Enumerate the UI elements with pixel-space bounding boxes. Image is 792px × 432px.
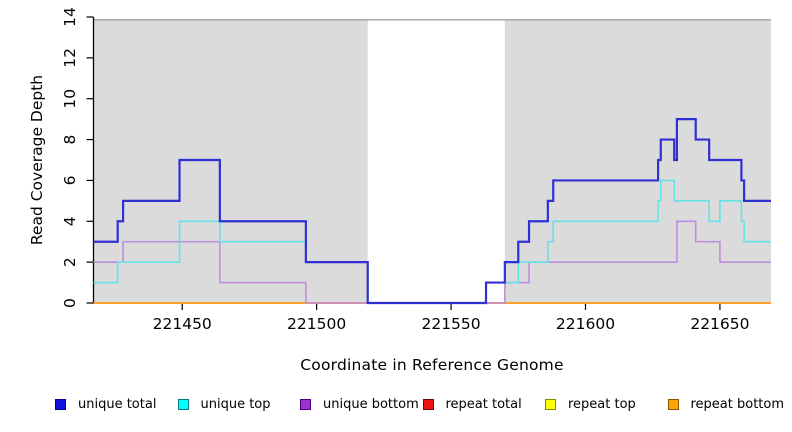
legend-label: unique bottom bbox=[323, 397, 419, 412]
y-tick-label: 12 bbox=[61, 48, 79, 68]
x-axis-title: Coordinate in Reference Genome bbox=[300, 356, 564, 374]
legend-swatch-unique-top bbox=[177, 399, 189, 410]
legend-swatch-repeat-bottom bbox=[667, 399, 679, 410]
legend-label: repeat top bbox=[568, 397, 636, 412]
legend-item-unique-top: unique top bbox=[177, 397, 301, 412]
y-tick-label: 4 bbox=[61, 216, 79, 226]
y-tick-label: 6 bbox=[61, 175, 79, 185]
x-tick-label: 221650 bbox=[690, 315, 749, 333]
y-axis-title: Read Coverage Depth bbox=[28, 74, 46, 246]
legend-label: unique top bbox=[200, 397, 271, 412]
series-unique-total bbox=[93, 118, 771, 305]
legend-item-repeat-top: repeat top bbox=[545, 397, 668, 412]
y-tick-label: 0 bbox=[61, 298, 79, 308]
legend-item-repeat-bottom: repeat bottom bbox=[667, 397, 791, 412]
legend-item-unique-total: unique total bbox=[55, 397, 178, 412]
legend-swatch-repeat-total bbox=[422, 399, 434, 410]
legend-item-unique-bottom: unique bottom bbox=[300, 397, 423, 412]
legend-item-repeat-total: repeat total bbox=[422, 397, 546, 412]
x-tick-label: 221600 bbox=[556, 315, 615, 333]
legend-swatch-unique-total bbox=[55, 399, 66, 410]
y-tick-label: 2 bbox=[61, 257, 79, 267]
y-tick-label: 10 bbox=[61, 89, 79, 109]
x-tick-label: 221450 bbox=[153, 315, 212, 333]
y-tick-label: 8 bbox=[61, 135, 79, 145]
gap-region bbox=[367, 20, 505, 303]
series-unique-top bbox=[93, 179, 771, 304]
y-tick-label: 14 bbox=[61, 7, 79, 27]
legend: unique total unique top unique bottom re… bbox=[55, 397, 792, 412]
legend-label: repeat total bbox=[445, 397, 522, 412]
x-tick-label: 221550 bbox=[421, 315, 480, 333]
legend-label: repeat bottom bbox=[690, 397, 785, 412]
x-tick-label: 221500 bbox=[287, 315, 346, 333]
legend-label: unique total bbox=[78, 397, 157, 412]
legend-swatch-unique-bottom bbox=[300, 399, 311, 410]
legend-swatch-repeat-top bbox=[545, 399, 556, 410]
